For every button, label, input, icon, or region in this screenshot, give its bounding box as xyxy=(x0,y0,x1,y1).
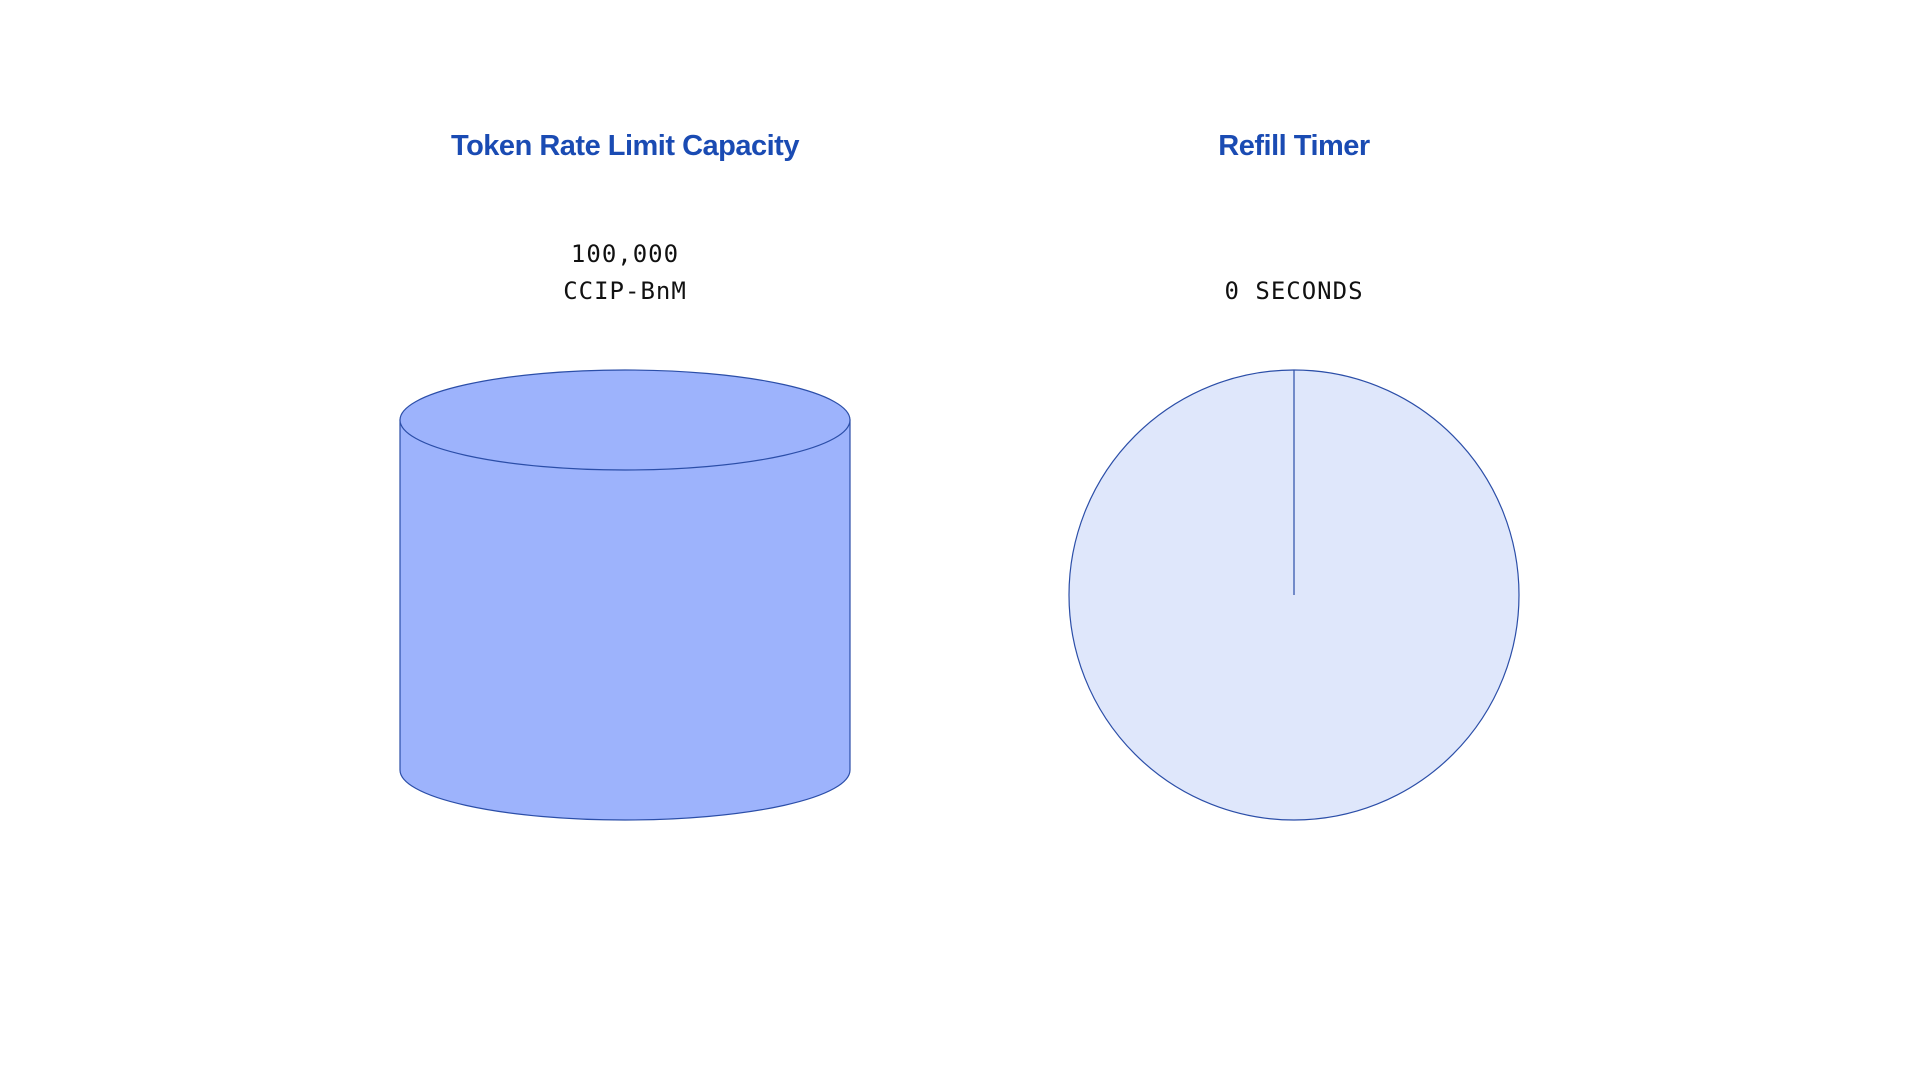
capacity-title: Token Rate Limit Capacity xyxy=(451,130,799,162)
capacity-cylinder xyxy=(399,369,851,821)
timer-value: 0 SECONDS xyxy=(1224,277,1364,305)
cylinder-body xyxy=(399,419,851,821)
timer-title: Refill Timer xyxy=(1218,130,1370,162)
capacity-token: CCIP-BnM xyxy=(563,277,687,305)
refill-timer-pie xyxy=(1068,369,1520,821)
cylinder-top xyxy=(399,369,851,471)
capacity-amount: 100,000 xyxy=(570,240,680,268)
